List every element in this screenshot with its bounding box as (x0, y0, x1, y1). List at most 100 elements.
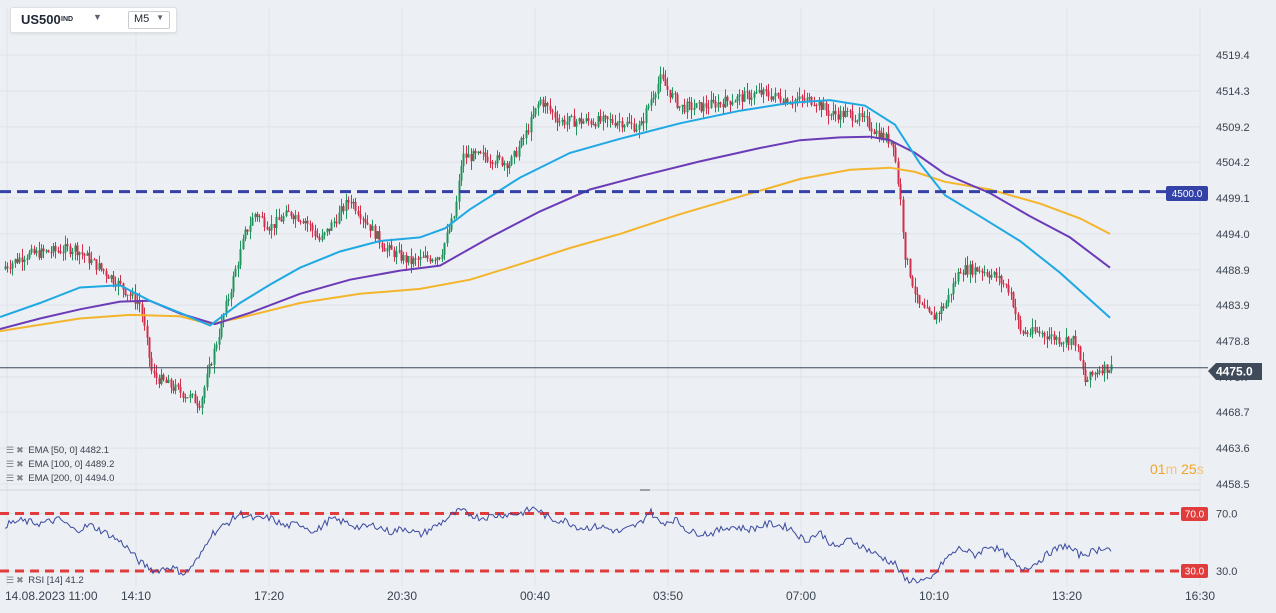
candle-bull[interactable] (1048, 336, 1051, 340)
candle-bear[interactable] (712, 99, 715, 102)
candle-bear[interactable] (486, 156, 489, 162)
candle-bull[interactable] (71, 251, 74, 255)
candle-bull[interactable] (338, 212, 341, 224)
candle-bull[interactable] (578, 118, 581, 122)
candle-bear[interactable] (700, 102, 703, 112)
candle-bear[interactable] (287, 210, 290, 213)
candle-bear[interactable] (429, 258, 432, 262)
candle-bear[interactable] (335, 221, 338, 224)
candle-bull[interactable] (11, 263, 14, 269)
candle-bear[interactable] (683, 104, 686, 113)
candle-bull[interactable] (846, 110, 849, 112)
candle-bull[interactable] (98, 263, 101, 270)
candle-bull[interactable] (626, 121, 629, 126)
candle-bull[interactable] (969, 264, 972, 275)
candle-bear[interactable] (1067, 337, 1070, 345)
candle-bull[interactable] (402, 255, 405, 261)
candle-bear[interactable] (714, 101, 717, 108)
candle-bear[interactable] (803, 98, 806, 101)
candle-bull[interactable] (806, 97, 809, 101)
candle-bear[interactable] (306, 220, 309, 224)
candle-bull[interactable] (462, 153, 465, 167)
candle-bear[interactable] (916, 293, 919, 296)
candle-bear[interactable] (866, 116, 869, 118)
candle-bear[interactable] (765, 89, 768, 92)
candle-bull[interactable] (203, 387, 206, 398)
candle-bear[interactable] (143, 315, 146, 326)
candle-bull[interactable] (244, 229, 247, 239)
candle-bear[interactable] (318, 237, 321, 241)
candle-bull[interactable] (74, 245, 77, 252)
candle-bull[interactable] (64, 244, 67, 253)
candle-bull[interactable] (818, 101, 821, 106)
candle-bull[interactable] (167, 379, 170, 383)
candle-bear[interactable] (741, 94, 744, 102)
candle-bear[interactable] (33, 248, 36, 254)
candle-bull[interactable] (333, 221, 336, 223)
candle-bear[interactable] (851, 111, 854, 121)
candle-bear[interactable] (746, 91, 749, 93)
candle-bear[interactable] (842, 110, 845, 118)
candle-bear[interactable] (170, 379, 173, 388)
candle-bear[interactable] (729, 101, 732, 105)
candle-bull[interactable] (582, 121, 585, 124)
candle-bull[interactable] (964, 265, 967, 275)
candle-bear[interactable] (59, 250, 62, 254)
candle-bear[interactable] (470, 154, 473, 161)
candle-bull[interactable] (184, 397, 187, 399)
candle-bull[interactable] (1098, 370, 1101, 374)
candle-bear[interactable] (606, 116, 609, 120)
candle-bull[interactable] (623, 125, 626, 128)
candle-bear[interactable] (378, 231, 381, 244)
candle-bull[interactable] (160, 374, 163, 384)
candle-bear[interactable] (779, 96, 782, 102)
candle-bear[interactable] (1106, 364, 1109, 373)
candle-bull[interactable] (858, 113, 861, 121)
candle-bear[interactable] (666, 85, 669, 90)
candle-bear[interactable] (316, 236, 319, 238)
candle-bull[interactable] (640, 121, 643, 126)
candle-bear[interactable] (350, 202, 353, 204)
candle-bear[interactable] (102, 269, 105, 272)
candle-bull[interactable] (330, 222, 333, 231)
candle-bull[interactable] (482, 152, 485, 154)
candle-bear[interactable] (438, 257, 441, 259)
candle-bull[interactable] (424, 255, 427, 258)
candle-bear[interactable] (914, 286, 917, 294)
candle-bull[interactable] (232, 276, 235, 293)
candle-bear[interactable] (138, 301, 141, 305)
candle-bear[interactable] (261, 216, 264, 218)
candle-bear[interactable] (522, 138, 525, 140)
candle-bear[interactable] (426, 255, 429, 259)
candle-bear[interactable] (928, 307, 931, 312)
candle-bear[interactable] (705, 103, 708, 108)
candle-bear[interactable] (299, 221, 302, 223)
candle-bull[interactable] (14, 259, 17, 264)
candle-bear[interactable] (1074, 336, 1077, 346)
candle-bull[interactable] (206, 373, 209, 388)
candle-bull[interactable] (35, 250, 38, 254)
candle-bear[interactable] (1000, 275, 1003, 284)
candle-bull[interactable] (1060, 343, 1063, 345)
candle-bear[interactable] (664, 79, 667, 86)
candle-bull[interactable] (510, 156, 513, 165)
candle-bear[interactable] (1017, 313, 1020, 321)
candle-bear[interactable] (902, 199, 905, 233)
candle-bear[interactable] (971, 264, 974, 275)
candle-bear[interactable] (148, 337, 151, 358)
candle-bull[interactable] (575, 121, 578, 127)
candle-bear[interactable] (549, 105, 552, 111)
candle-bear[interactable] (162, 374, 165, 380)
candle-bull[interactable] (592, 123, 595, 125)
candle-bear[interactable] (594, 123, 597, 127)
candle-bull[interactable] (340, 206, 343, 213)
candle-bear[interactable] (290, 212, 293, 216)
candle-bull[interactable] (753, 93, 756, 98)
candle-bull[interactable] (448, 229, 451, 233)
candle-bear[interactable] (669, 89, 672, 98)
candle-bear[interactable] (630, 122, 633, 124)
candle-bull[interactable] (659, 74, 662, 84)
candle-bull[interactable] (275, 216, 278, 228)
candle-bull[interactable] (503, 162, 506, 166)
candle-bull[interactable] (220, 320, 223, 337)
